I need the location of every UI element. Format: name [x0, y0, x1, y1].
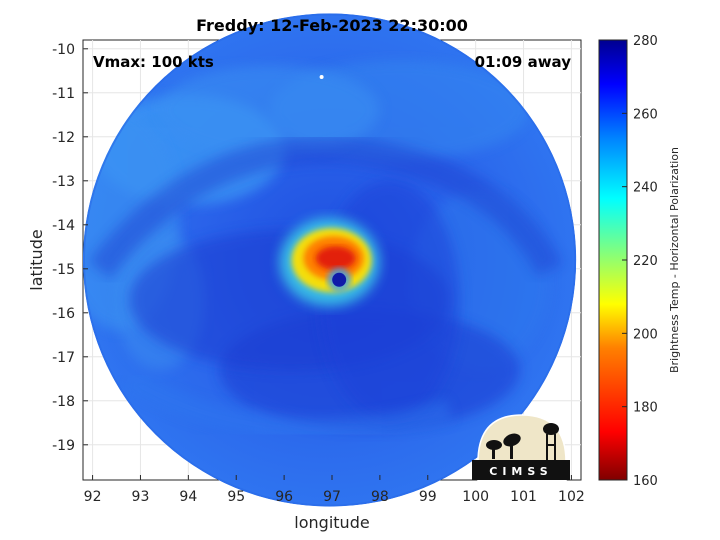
time-away-annotation: 01:09 away: [475, 53, 572, 71]
x-tick-label: 96: [275, 489, 293, 505]
y-axis-ticks: -10 -11 -12 -13 -14 -15 -16 -17 -18 -19: [52, 42, 88, 454]
cimss-logo: CIMSS: [472, 414, 570, 481]
brightness-temperature-swath: [83, 13, 577, 507]
x-tick-label: 94: [179, 489, 197, 505]
colorbar-tick-label: 260: [633, 107, 658, 122]
colorbar-tick-label: 200: [633, 327, 658, 342]
colorbar-tick-label: 180: [633, 401, 658, 416]
x-tick-label: 92: [84, 489, 102, 505]
vmax-annotation: Vmax: 100 kts: [93, 53, 214, 71]
y-tick-label: -18: [52, 394, 75, 410]
x-tick-label: 102: [558, 489, 585, 505]
y-axis-label: latitude: [27, 229, 46, 290]
y-tick-label: -14: [52, 218, 75, 234]
y-tick-label: -13: [52, 174, 75, 190]
x-tick-label: 101: [510, 489, 537, 505]
y-tick-label: -16: [52, 306, 75, 322]
y-tick-label: -12: [52, 130, 75, 146]
colorbar-ticks: 160 180 200 220 240 260 280: [622, 34, 658, 489]
y-tick-label: -10: [52, 42, 75, 58]
x-tick-label: 98: [371, 489, 389, 505]
colorbar-tick-label: 280: [633, 34, 658, 49]
colorbar-label: Brightness Temp - Horizontal Polarizatio…: [668, 147, 681, 373]
y-tick-label: -11: [52, 86, 75, 102]
x-tick-label: 97: [323, 489, 341, 505]
x-tick-label: 100: [462, 489, 489, 505]
chart-title: Freddy: 12-Feb-2023 22:30:00: [196, 16, 468, 35]
x-axis-label: longitude: [294, 513, 369, 532]
y-tick-label: -15: [52, 262, 75, 278]
colorbar-tick-label: 160: [633, 474, 658, 489]
x-tick-label: 93: [132, 489, 150, 505]
colorbar-tick-label: 220: [633, 254, 658, 269]
x-tick-label: 99: [419, 489, 437, 505]
y-tick-label: -17: [52, 350, 75, 366]
colorbar-tick-label: 240: [633, 181, 658, 196]
x-axis-ticks: 92 93 94 95 96 97 98 99 100 101 102: [84, 475, 585, 505]
x-tick-label: 95: [227, 489, 245, 505]
logo-text: CIMSS: [489, 465, 552, 478]
y-tick-label: -19: [52, 438, 75, 454]
